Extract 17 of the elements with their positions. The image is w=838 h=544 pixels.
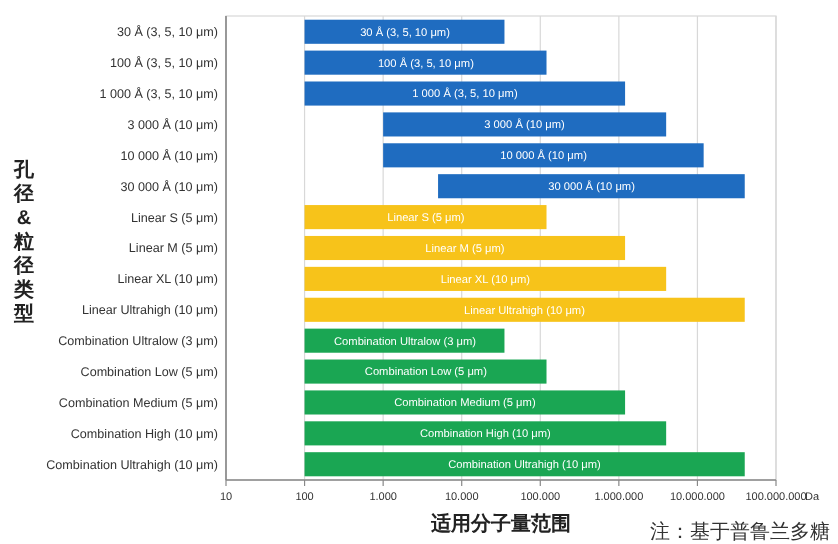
bar bbox=[304, 81, 626, 106]
bar bbox=[304, 205, 547, 230]
bar bbox=[304, 19, 505, 44]
bar bbox=[383, 143, 704, 168]
y-axis-title: 孔径 & 粒径类型 bbox=[12, 158, 36, 326]
bar bbox=[304, 359, 547, 384]
x-axis-title: 适用分子量范围 bbox=[429, 512, 571, 536]
bar bbox=[304, 452, 745, 477]
bar bbox=[304, 421, 667, 446]
bar bbox=[383, 112, 667, 137]
bar bbox=[438, 174, 745, 199]
bar bbox=[304, 235, 626, 261]
bar bbox=[304, 390, 626, 415]
text: 注：基于普鲁兰多糖 bbox=[650, 520, 830, 544]
bar bbox=[304, 50, 547, 75]
bar bbox=[304, 266, 667, 291]
bar bbox=[304, 297, 745, 322]
